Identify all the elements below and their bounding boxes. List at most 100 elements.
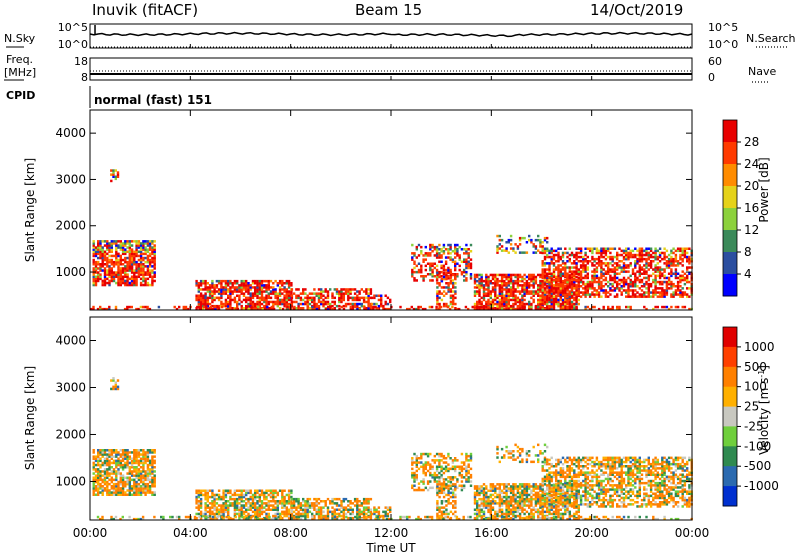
heatmap-cell <box>236 304 239 308</box>
heatmap-cell <box>360 302 363 306</box>
heatmap-cell <box>440 264 443 268</box>
heatmap-cell <box>525 286 529 289</box>
heatmap-cell <box>564 247 567 250</box>
heatmap-cell <box>663 262 666 265</box>
heatmap-cell <box>342 508 345 511</box>
heatmap-cell <box>227 510 230 514</box>
heatmap-cell <box>236 504 239 507</box>
heatmap-cell <box>600 295 603 298</box>
heatmap-cell <box>251 502 255 505</box>
heatmap-cell <box>676 305 680 309</box>
heatmap-cell <box>467 256 470 259</box>
heatmap-cell <box>128 476 131 479</box>
heatmap-cell <box>478 284 481 287</box>
heatmap-cell <box>137 449 141 452</box>
heatmap-cell <box>447 290 450 293</box>
heatmap-cell <box>447 248 450 251</box>
heatmap-cell <box>103 273 107 276</box>
heatmap-cell <box>489 273 492 277</box>
heatmap-cell <box>367 506 370 509</box>
heatmap-cell <box>591 247 594 250</box>
heatmap-cell <box>512 296 515 300</box>
heatmap-cell <box>128 485 131 488</box>
heatmap-cell <box>438 471 441 475</box>
heatmap-cell <box>643 276 646 280</box>
heatmap-cell <box>133 250 136 253</box>
heatmap-cell <box>431 245 434 249</box>
heatmap-cell <box>108 478 111 482</box>
heatmap-cell <box>211 279 214 283</box>
heatmap-cell <box>676 276 680 280</box>
heatmap-cell <box>375 508 378 511</box>
heatmap-cell <box>674 272 678 275</box>
heatmap-cell <box>584 291 587 294</box>
cpid-label: CPID <box>6 89 35 102</box>
heatmap-cell <box>128 455 131 458</box>
heatmap-cell <box>464 305 468 309</box>
heatmap-cell <box>139 480 143 484</box>
heatmap-cell <box>643 295 646 298</box>
heatmap-cell <box>313 506 316 509</box>
heatmap-cell <box>433 245 436 249</box>
heatmap-cell <box>110 279 113 283</box>
heatmap-cell <box>208 302 212 306</box>
heatmap-cell <box>537 305 540 309</box>
heatmap-cell <box>340 298 343 302</box>
heatmap-cell <box>260 294 264 297</box>
heatmap-cell <box>258 508 261 511</box>
heatmap-cell <box>429 262 432 265</box>
heatmap-cell <box>557 274 560 278</box>
heatmap-cell <box>135 489 138 492</box>
heatmap-cell <box>365 290 368 293</box>
heatmap-cell <box>485 506 488 509</box>
heatmap-cell <box>217 508 221 511</box>
heatmap-cell <box>124 461 127 465</box>
heatmap-cell <box>431 275 434 278</box>
heatmap-cell <box>485 502 488 505</box>
heatmap-cell <box>611 260 614 263</box>
heatmap-cell <box>498 304 501 308</box>
heatmap-cell <box>435 279 439 282</box>
heatmap-cell <box>482 491 486 495</box>
heatmap-cell <box>103 453 107 456</box>
heatmap-cell <box>205 305 208 309</box>
heatmap-cell <box>688 260 691 263</box>
heatmap-cell <box>640 253 644 257</box>
heatmap-cell <box>197 302 200 306</box>
heatmap-cell <box>489 508 492 511</box>
heatmap-cell <box>465 454 468 458</box>
heatmap-cell <box>600 251 603 255</box>
heatmap-cell <box>97 472 100 475</box>
heatmap-cell <box>92 491 95 494</box>
heatmap-cell <box>101 480 104 484</box>
heatmap-cell <box>224 508 228 511</box>
heatmap-cell <box>99 470 102 473</box>
heatmap-cell <box>283 510 286 514</box>
heatmap-cell <box>473 508 477 511</box>
heatmap-cell <box>272 288 275 291</box>
heatmap-cell <box>429 245 432 249</box>
heatmap-cell <box>146 474 150 477</box>
heatmap-cell <box>112 275 116 278</box>
heatmap-cell <box>485 279 488 283</box>
heatmap-cell <box>573 274 576 278</box>
heatmap-cell <box>153 260 156 264</box>
heatmap-cell <box>532 277 535 281</box>
heatmap-cell <box>333 502 336 505</box>
heatmap-cell <box>422 482 425 485</box>
heatmap-cell <box>422 469 425 473</box>
heatmap-cell <box>469 476 473 479</box>
heatmap-cell <box>485 497 488 501</box>
heatmap-cell <box>144 260 147 264</box>
heatmap-cell <box>274 302 277 306</box>
heatmap-cell <box>229 298 232 302</box>
heatmap-cell <box>555 275 558 279</box>
heatmap-cell <box>620 291 623 294</box>
heatmap-cell <box>509 275 513 279</box>
heatmap-cell <box>654 278 657 282</box>
heatmap-cell <box>679 247 682 250</box>
heatmap-cell <box>582 266 585 269</box>
heatmap-cell <box>503 298 506 302</box>
heatmap-cell <box>440 489 444 492</box>
heatmap-cell <box>130 487 134 490</box>
